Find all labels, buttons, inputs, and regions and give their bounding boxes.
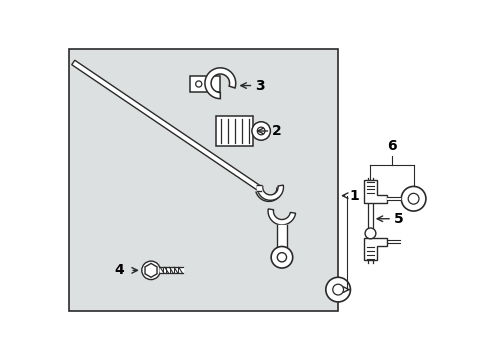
Circle shape — [326, 277, 350, 302]
Circle shape — [257, 127, 265, 135]
Polygon shape — [268, 209, 295, 225]
Circle shape — [271, 247, 293, 268]
Polygon shape — [145, 264, 157, 277]
Circle shape — [333, 284, 343, 295]
Polygon shape — [205, 68, 236, 99]
Circle shape — [252, 122, 270, 140]
Polygon shape — [365, 180, 388, 203]
Text: 5: 5 — [393, 212, 403, 226]
Circle shape — [401, 186, 426, 211]
Polygon shape — [72, 60, 260, 190]
FancyBboxPatch shape — [190, 76, 220, 93]
Text: 6: 6 — [387, 139, 397, 153]
Circle shape — [277, 253, 287, 262]
Circle shape — [408, 193, 419, 204]
Text: 3: 3 — [255, 78, 265, 93]
Circle shape — [196, 81, 202, 87]
Text: 1: 1 — [350, 189, 360, 203]
Text: 4: 4 — [114, 264, 124, 277]
FancyBboxPatch shape — [69, 49, 338, 311]
Text: 2: 2 — [272, 124, 282, 138]
FancyBboxPatch shape — [217, 116, 253, 145]
Polygon shape — [365, 238, 388, 260]
Polygon shape — [257, 185, 283, 200]
Circle shape — [142, 261, 160, 280]
Circle shape — [365, 228, 376, 239]
